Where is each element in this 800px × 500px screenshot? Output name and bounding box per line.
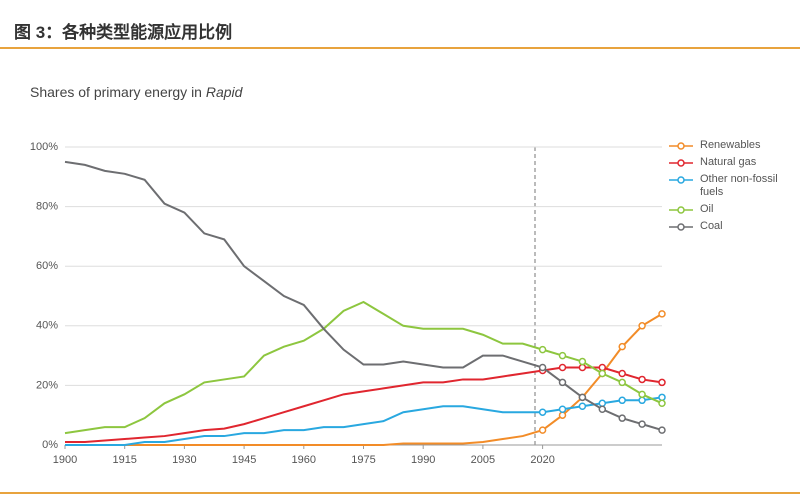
header-title: 图 3：各种类型能源应用比例 — [14, 23, 233, 42]
legend-label: Natural gas — [700, 156, 757, 168]
point-marker — [638, 322, 646, 330]
legend-swatch — [669, 142, 693, 150]
y-tick-label: 40% — [36, 320, 58, 332]
point-marker — [558, 378, 567, 387]
x-tick-label: 1930 — [172, 454, 196, 466]
legend-label: Renewables — [700, 139, 761, 151]
point-marker — [598, 369, 607, 378]
point-marker — [638, 420, 646, 428]
point-marker — [598, 399, 607, 408]
series-line — [65, 313, 663, 446]
point-marker — [658, 393, 666, 402]
legend-marker — [677, 159, 685, 167]
x-tick-label: 1975 — [351, 454, 375, 466]
point-marker — [658, 426, 666, 434]
point-marker — [558, 363, 567, 372]
x-tick-label: 1960 — [292, 454, 316, 466]
point-marker — [618, 342, 626, 351]
point-marker — [618, 396, 626, 405]
legend-label: Other non-fossil fuels — [700, 173, 778, 198]
y-tick-label: 60% — [36, 260, 58, 272]
legend-marker — [677, 206, 685, 214]
point-marker — [598, 363, 607, 372]
point-marker — [618, 369, 626, 378]
point-marker — [638, 396, 646, 405]
point-marker — [558, 411, 567, 419]
point-marker — [538, 345, 547, 354]
subtitle-text: Shares of primary energy in — [30, 84, 202, 100]
legend-swatch — [669, 223, 693, 231]
x-tick-label: 1990 — [411, 454, 435, 466]
subtitle: Shares of primary energy in Rapid — [30, 84, 242, 100]
point-marker — [538, 426, 547, 434]
x-tick-label: 1945 — [232, 454, 256, 466]
point-marker — [558, 405, 567, 413]
legend-item: Oil — [668, 203, 795, 216]
legend-marker — [677, 142, 685, 150]
legend: Renewables Natural gas Other non-fossil fu… — [668, 139, 795, 237]
x-tick-label: 1915 — [112, 454, 136, 466]
point-marker — [658, 378, 666, 387]
legend-swatch — [669, 206, 693, 214]
x-tick-label: 1900 — [53, 454, 77, 466]
legend-item: Coal — [668, 220, 795, 233]
point-marker — [658, 310, 666, 318]
legend-item: Natural gas — [668, 156, 795, 169]
point-marker — [538, 363, 547, 372]
legend-marker — [677, 223, 685, 231]
point-marker — [658, 399, 666, 408]
legend-label: Oil — [700, 203, 714, 215]
x-tick-label: 2020 — [530, 454, 554, 466]
y-tick-label: 0% — [42, 439, 58, 451]
point-marker — [578, 363, 587, 372]
point-marker — [538, 408, 547, 416]
legend-swatch — [669, 176, 693, 184]
series-line — [65, 396, 663, 446]
point-marker — [578, 357, 587, 366]
point-marker — [578, 402, 587, 411]
legend-label: Coal — [700, 220, 723, 232]
x-tick-label: 2005 — [471, 454, 495, 466]
series-line — [64, 160, 663, 432]
point-marker — [558, 351, 567, 360]
legend-swatch — [669, 159, 693, 167]
legend-item: Other non-fossil fuels — [668, 173, 795, 199]
point-marker — [638, 390, 646, 399]
point-marker — [618, 378, 626, 387]
y-tick-label: 100% — [30, 141, 58, 153]
legend-item: Renewables — [668, 139, 795, 152]
point-marker — [578, 393, 587, 402]
point-marker — [618, 414, 626, 422]
subtitle-emphasis: Rapid — [205, 84, 243, 100]
series-line — [65, 366, 663, 444]
legend-marker — [677, 176, 685, 184]
y-tick-label: 20% — [36, 379, 58, 391]
y-tick-label: 80% — [36, 201, 58, 213]
point-marker — [638, 375, 646, 384]
point-marker — [598, 405, 607, 413]
